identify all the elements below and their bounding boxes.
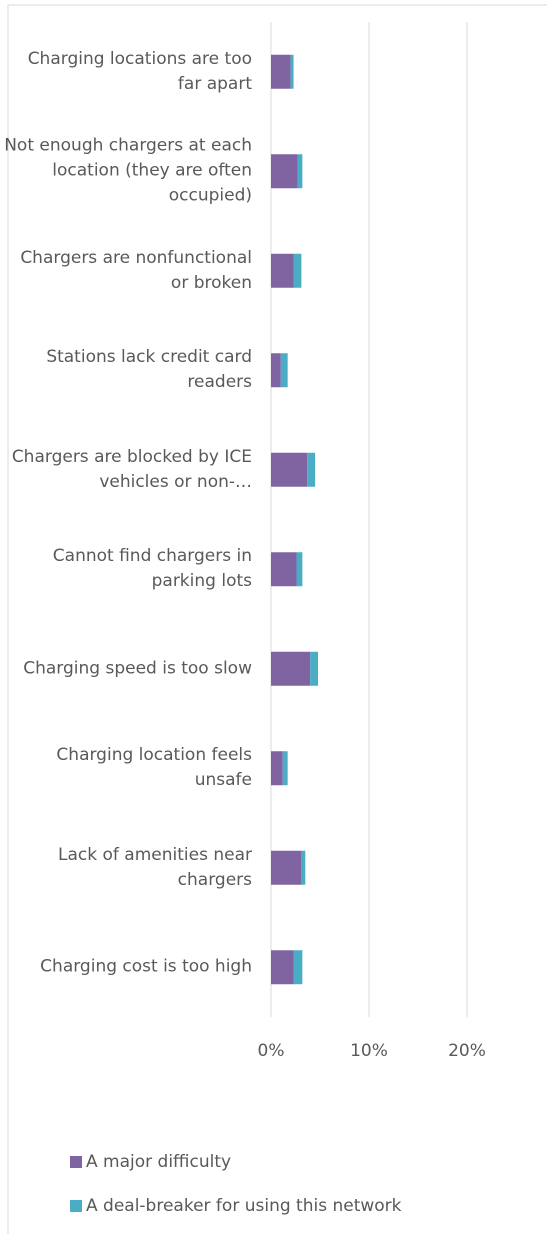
x-tick-label: 0% [258,1041,285,1061]
bar [290,54,294,89]
x-tick-label: 20% [448,1041,486,1061]
category-label: Charging location feels unsafe [56,745,252,791]
bar [271,353,281,388]
bar [293,253,302,288]
category-label: Charging cost is too high [40,956,252,977]
bar [271,54,291,89]
bar [271,950,294,985]
bar [271,253,294,288]
bar [271,154,298,189]
category-label: Chargers are blocked by ICE vehicles or … [11,446,252,492]
category-label: Charging speed is too slow [23,658,252,679]
bar [297,154,303,189]
category-label: Cannot find chargers in parking lots [52,546,252,592]
bar [301,850,306,885]
bar [307,452,316,487]
bar [293,950,303,985]
category-label: Not enough chargers at each location (th… [4,135,252,206]
bar [310,651,319,686]
bar [271,452,308,487]
category-label: Chargers are nonfunctional or broken [20,247,252,293]
bar [271,850,302,885]
legend-label: A deal-breaker for using this network [86,1196,402,1216]
legend-swatch [70,1156,82,1168]
bar [271,751,283,786]
bar [271,651,311,686]
legend-swatch [70,1200,82,1212]
bar [271,552,297,587]
bar [282,751,288,786]
bar [296,552,303,587]
x-tick-label: 10% [350,1041,388,1061]
category-label: Lack of amenities near chargers [58,844,252,890]
category-label: Stations lack credit card readers [46,347,252,393]
bar [280,353,288,388]
category-label: Charging locations are too far apart [27,48,252,94]
legend-label: A major difficulty [86,1152,231,1172]
